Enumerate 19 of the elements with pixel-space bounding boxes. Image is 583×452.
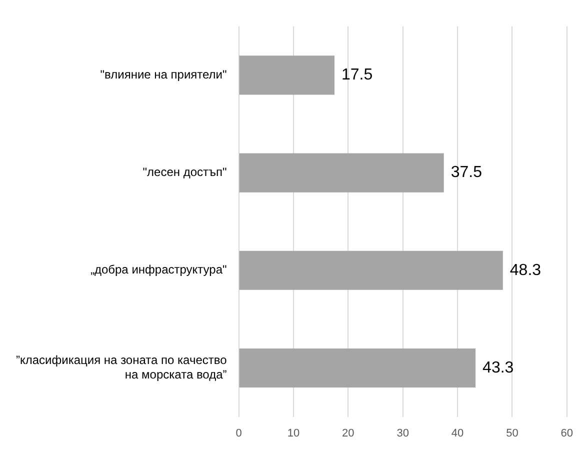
bar (239, 56, 334, 95)
x-tick-label: 50 (506, 427, 518, 440)
x-tick-label: 30 (396, 427, 409, 440)
bar (239, 250, 503, 290)
x-tick-label: 20 (342, 427, 354, 440)
data-label: 43.3 (482, 359, 514, 376)
data-label: 17.5 (341, 66, 373, 84)
y-tick-label: "влияние на приятели" (100, 68, 227, 82)
x-tick-label: 60 (560, 427, 574, 440)
data-label: 48.3 (510, 262, 542, 279)
bar (239, 348, 476, 388)
x-tick-label: 40 (451, 427, 464, 440)
x-tick-label: 10 (287, 427, 300, 440)
y-tick-label: „добра инфраструктура" (90, 262, 227, 277)
y-tick-label: "лесен достъп" (142, 165, 227, 180)
data-label: 37.5 (450, 164, 482, 182)
x-tick-label: 0 (236, 427, 242, 440)
bar (239, 153, 444, 192)
y-tick-label: ”класификация на зоната по качество на морската вода” (16, 353, 228, 382)
